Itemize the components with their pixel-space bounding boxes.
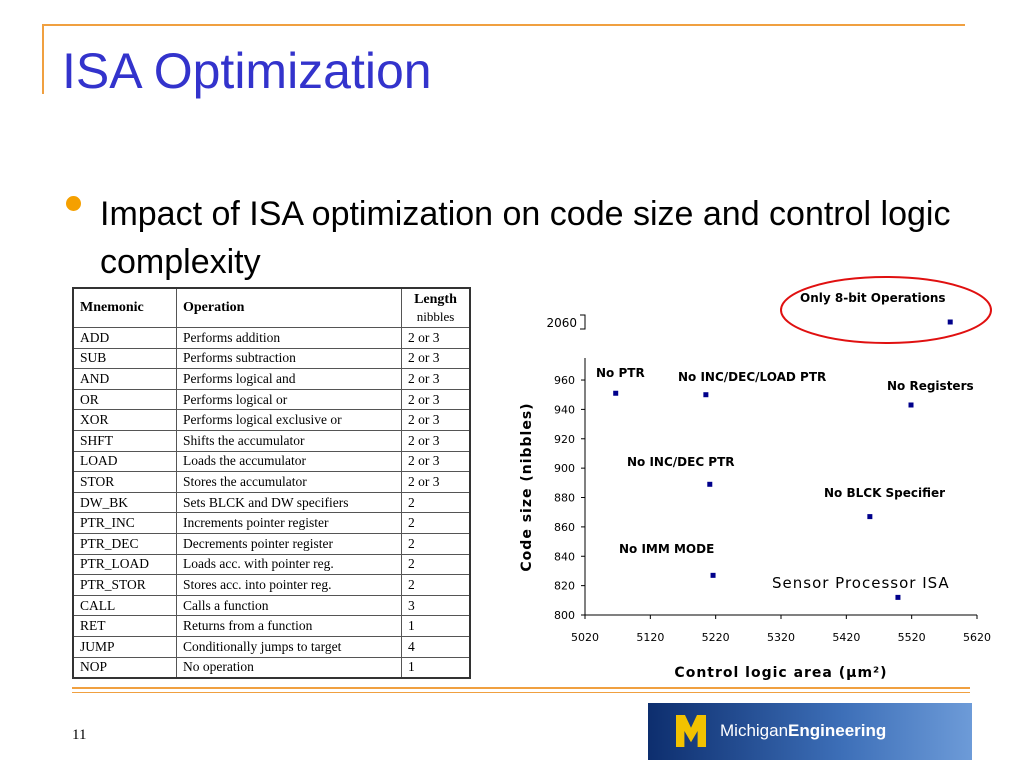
table-row: PTR_LOAD Loads acc. with pointer reg. 2: [72, 553, 471, 576]
table-cell: OR: [72, 388, 177, 411]
table-cell: Sets BLCK and DW specifiers: [176, 491, 402, 514]
y-tick-label: 940: [554, 403, 575, 416]
table-cell: Performs logical and: [176, 368, 402, 390]
table-row: STOR Stores the accumulator 2 or 3: [72, 471, 471, 493]
point-label: Only 8-bit Operations: [800, 291, 946, 305]
x-tick-label: 5220: [702, 631, 730, 644]
bottom-rule: [72, 687, 970, 689]
table-cell: NOP: [72, 656, 177, 679]
y-axis-label: Code size (nibbles): [519, 402, 535, 571]
table-row: AND Performs logical and 2 or 3: [72, 368, 471, 390]
table-row: LOAD Loads the accumulator 2 or 3: [72, 450, 471, 473]
y-tick-label: 800: [554, 609, 575, 622]
table-cell: Performs logical exclusive or: [176, 409, 402, 431]
y-tick-label: 920: [554, 433, 575, 446]
table-cell: 2 or 3: [401, 388, 471, 411]
y-tick-label: 2060: [546, 316, 577, 330]
point-label: No PTR: [596, 366, 645, 380]
header-text: nibbles: [416, 308, 455, 324]
point-label: No INC/DEC PTR: [627, 455, 735, 469]
top-rule: [42, 24, 965, 26]
table-cell: Shifts the accumulator: [176, 429, 402, 452]
y-tick-label: 900: [554, 462, 575, 475]
y-tick-label: 880: [554, 492, 575, 505]
isa-table: Mnemonic Operation Length nibbles ADD Perf…: [72, 287, 471, 680]
header-row: Mnemonic Operation Length nibbles: [72, 287, 471, 328]
x-axis-label: Control logic area (μm²): [674, 665, 887, 681]
x-tick-label: 5420: [832, 631, 860, 644]
table-row: PTR_DEC Decrements pointer register 2: [72, 532, 471, 555]
y-tick-label: 840: [554, 550, 575, 563]
point: [867, 514, 873, 520]
table-cell: Stores the accumulator: [176, 471, 402, 493]
bottom-rule: [72, 692, 970, 693]
y-tick-label: 820: [554, 580, 575, 593]
point: [613, 390, 619, 396]
point-label: Sensor Processor ISA: [772, 574, 950, 592]
table-cell: Performs subtraction: [176, 347, 402, 370]
table-cell: Loads acc. with pointer reg.: [176, 553, 402, 576]
table-cell: No operation: [176, 656, 402, 679]
table-cell: 2 or 3: [401, 347, 471, 370]
table-row: DW_BK Sets BLCK and DW specifiers 2: [72, 491, 471, 514]
slide-title: ISA Optimization: [62, 43, 432, 99]
y-break-tick: [580, 314, 586, 330]
table-row: SUB Performs subtraction 2 or 3: [72, 347, 471, 370]
table-row: NOP No operation 1: [72, 656, 471, 679]
page-number: 11: [72, 727, 87, 743]
table-cell: JUMP: [72, 635, 177, 658]
logo-text-a: Michigan: [720, 721, 789, 740]
x-tick-label: 5020: [571, 631, 599, 644]
point-label: No IMM MODE: [619, 542, 714, 556]
bullet-text: Impact of ISA optimization on code size …: [100, 195, 951, 281]
table-cell: 2 or 3: [401, 409, 471, 431]
table-cell: RET: [72, 615, 177, 637]
table-cell: 1: [401, 656, 471, 679]
x-tick-label: 5520: [898, 631, 926, 644]
point: [710, 572, 716, 578]
y-tick-label: 960: [554, 374, 575, 387]
point: [947, 319, 953, 325]
point-label: No BLCK Specifier: [824, 486, 945, 500]
x-tick-label: 5120: [636, 631, 664, 644]
point-label: No INC/DEC/LOAD PTR: [678, 370, 826, 384]
table-row: XOR Performs logical exclusive or 2 or 3: [72, 409, 471, 431]
table-cell: STOR: [72, 471, 177, 493]
point-label: No Registers: [887, 379, 974, 393]
table-cell: Performs logical or: [176, 388, 402, 411]
logo-text-b: Engineering: [788, 721, 887, 740]
header-text: Length: [414, 291, 457, 307]
header-cell: Mnemonic: [72, 287, 177, 328]
x-tick-label: 5320: [767, 631, 795, 644]
point: [707, 481, 713, 487]
table-cell: 2 or 3: [401, 327, 471, 349]
table-row: PTR_INC Increments pointer register 2: [72, 512, 471, 534]
table-cell: Loads the accumulator: [176, 450, 402, 473]
bullet-dot: [66, 196, 81, 211]
header-cell: Length nibbles: [401, 287, 471, 328]
side-rule: [42, 24, 44, 94]
point: [908, 402, 914, 408]
highlight-ellipse: [780, 276, 992, 344]
point: [895, 594, 901, 600]
table-cell: Conditionally jumps to target: [176, 635, 402, 658]
table-row: OR Performs logical or 2 or 3: [72, 388, 471, 411]
logo-text: MichiganEngineering: [720, 721, 886, 741]
table-cell: PTR_INC: [72, 512, 177, 534]
point: [703, 392, 709, 398]
table-cell: Stores acc. into pointer reg.: [176, 574, 402, 596]
header-cell: Operation: [176, 287, 402, 328]
logo: MichiganEngineering: [648, 703, 972, 760]
table-row: JUMP Conditionally jumps to target 4: [72, 635, 471, 658]
y-tick-label: 860: [554, 521, 575, 534]
x-tick-label: 5620: [963, 631, 991, 644]
table-cell: 2 or 3: [401, 368, 471, 390]
